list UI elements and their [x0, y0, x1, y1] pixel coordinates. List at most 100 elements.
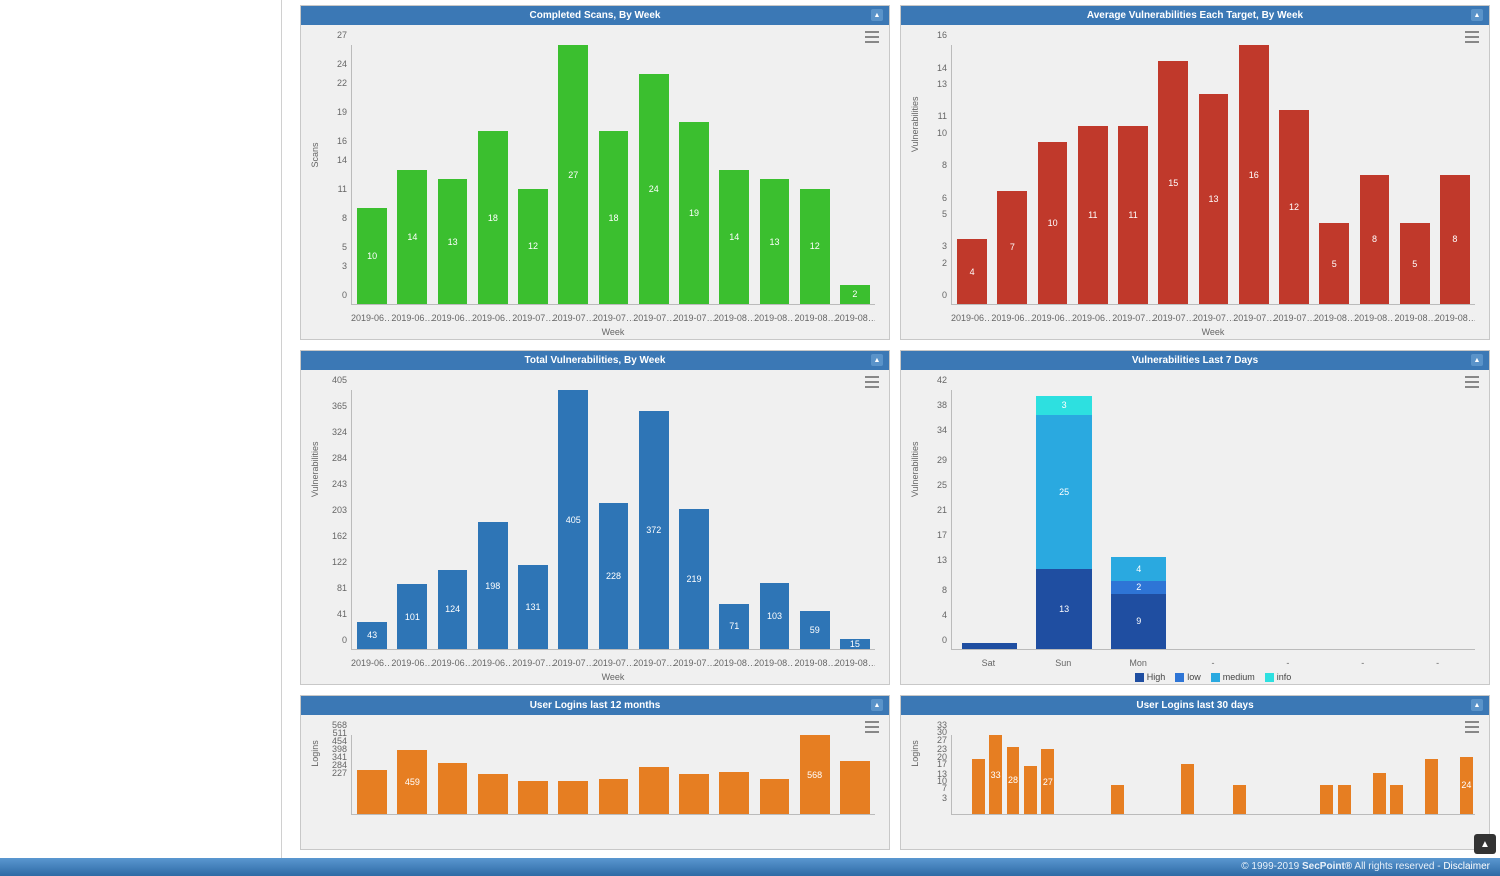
bar-slot: 59	[795, 390, 835, 649]
legend-item[interactable]: low	[1175, 672, 1201, 682]
bar[interactable]: 16	[1239, 45, 1269, 304]
panel-body: 035811141619222427Scans10141318122718241…	[301, 25, 889, 339]
collapse-icon[interactable]	[871, 699, 883, 711]
y-tick: 33	[937, 720, 947, 730]
chart-menu-icon[interactable]	[1465, 721, 1479, 733]
x-tick: 2019-06…	[472, 313, 512, 323]
bar[interactable]: 18	[599, 131, 629, 304]
bar[interactable]: 43	[357, 622, 387, 649]
bar[interactable]: 228	[599, 503, 629, 649]
panel-header: User Logins last 12 months	[301, 696, 889, 715]
bar[interactable]: 12	[800, 189, 830, 304]
bar[interactable]	[1111, 785, 1124, 814]
bar[interactable]: 8	[1360, 175, 1390, 305]
collapse-icon[interactable]	[1471, 699, 1483, 711]
bar[interactable]	[478, 774, 508, 814]
chart-menu-icon[interactable]	[865, 721, 879, 733]
bar[interactable]: 219	[679, 509, 709, 649]
bar[interactable]: 7	[997, 191, 1027, 304]
bar[interactable]: 59	[800, 611, 830, 649]
bar[interactable]	[558, 781, 588, 814]
bar[interactable]	[357, 770, 387, 815]
chart-menu-icon[interactable]	[1465, 376, 1479, 388]
bar[interactable]: 28	[1007, 747, 1020, 814]
bar[interactable]	[1338, 785, 1351, 814]
chart-menu-icon[interactable]	[1465, 31, 1479, 43]
collapse-icon[interactable]	[1471, 354, 1483, 366]
bar[interactable]: 4	[957, 239, 987, 304]
bar[interactable]: 12	[518, 189, 548, 304]
bar[interactable]: 27	[558, 45, 588, 304]
chart-menu-icon[interactable]	[865, 31, 879, 43]
sidebar-divider	[281, 0, 282, 859]
bar[interactable]: 131	[518, 565, 548, 649]
bar[interactable]: 11	[1078, 126, 1108, 304]
collapse-icon[interactable]	[871, 9, 883, 21]
bar-segment-low[interactable]: 2	[1111, 581, 1166, 593]
bar[interactable]: 405	[558, 390, 588, 649]
bar[interactable]	[972, 759, 985, 814]
bar[interactable]	[1233, 785, 1246, 814]
bar[interactable]: 10	[1038, 142, 1068, 304]
bar[interactable]	[1320, 785, 1333, 814]
collapse-icon[interactable]	[1471, 9, 1483, 21]
bar[interactable]	[760, 779, 790, 814]
bar[interactable]: 10	[357, 208, 387, 304]
bar-segment-info[interactable]: 3	[1036, 396, 1091, 415]
bar[interactable]: 5	[1319, 223, 1349, 304]
collapse-icon[interactable]	[871, 354, 883, 366]
bar[interactable]: 124	[438, 570, 468, 649]
bar-segment-high[interactable]	[962, 643, 1017, 649]
bar[interactable]: 459	[397, 750, 427, 814]
bar[interactable]: 13	[438, 179, 468, 304]
bar[interactable]: 24	[1460, 757, 1473, 814]
bar[interactable]	[599, 779, 629, 814]
chart-menu-icon[interactable]	[865, 376, 879, 388]
bar-segment-medium[interactable]: 4	[1111, 557, 1166, 582]
bar[interactable]	[1024, 766, 1037, 814]
panel-title: Vulnerabilities Last 7 Days	[1132, 355, 1258, 366]
bar-segment-high[interactable]: 13	[1036, 569, 1091, 649]
bar[interactable]: 101	[397, 584, 427, 649]
bar[interactable]	[1390, 785, 1403, 814]
bar[interactable]: 11	[1118, 126, 1148, 304]
bar[interactable]	[1425, 759, 1438, 814]
bar[interactable]: 13	[760, 179, 790, 304]
bar[interactable]: 15	[840, 639, 870, 649]
bar[interactable]: 15	[1158, 61, 1188, 304]
bar[interactable]: 71	[719, 604, 749, 649]
bar[interactable]: 19	[679, 122, 709, 304]
footer-disclaimer-link[interactable]: Disclaimer	[1443, 861, 1490, 872]
legend-item[interactable]: info	[1265, 672, 1292, 682]
bar[interactable]	[639, 767, 669, 814]
bar-slot: 405	[553, 390, 593, 649]
bar[interactable]	[719, 772, 749, 814]
bar[interactable]: 568	[800, 735, 830, 814]
bar[interactable]	[518, 781, 548, 814]
bar-segment-high[interactable]: 9	[1111, 594, 1166, 650]
bar[interactable]: 198	[478, 522, 508, 649]
legend-item[interactable]: High	[1135, 672, 1166, 682]
bar[interactable]: 103	[760, 583, 790, 649]
bar[interactable]: 27	[1041, 749, 1054, 814]
bar[interactable]: 12	[1279, 110, 1309, 304]
bar-segment-medium[interactable]: 25	[1036, 415, 1091, 569]
bar[interactable]: 24	[639, 74, 669, 304]
bar[interactable]: 33	[989, 735, 1002, 814]
plot-area: 3328 27 24	[951, 735, 1475, 815]
bar[interactable]: 8	[1440, 175, 1470, 305]
bar[interactable]	[1181, 764, 1194, 814]
legend-item[interactable]: medium	[1211, 672, 1255, 682]
bar[interactable]: 2	[840, 285, 870, 304]
bar[interactable]: 13	[1199, 94, 1229, 304]
bar[interactable]: 372	[639, 411, 669, 649]
bar[interactable]: 14	[397, 170, 427, 304]
bar[interactable]	[1373, 773, 1386, 814]
bar[interactable]: 5	[1400, 223, 1430, 304]
bar[interactable]	[438, 763, 468, 814]
bar[interactable]	[840, 761, 870, 814]
scroll-to-top-button[interactable]	[1474, 834, 1496, 854]
bar[interactable]	[679, 774, 709, 814]
bar[interactable]: 14	[719, 170, 749, 304]
bar[interactable]: 18	[478, 131, 508, 304]
